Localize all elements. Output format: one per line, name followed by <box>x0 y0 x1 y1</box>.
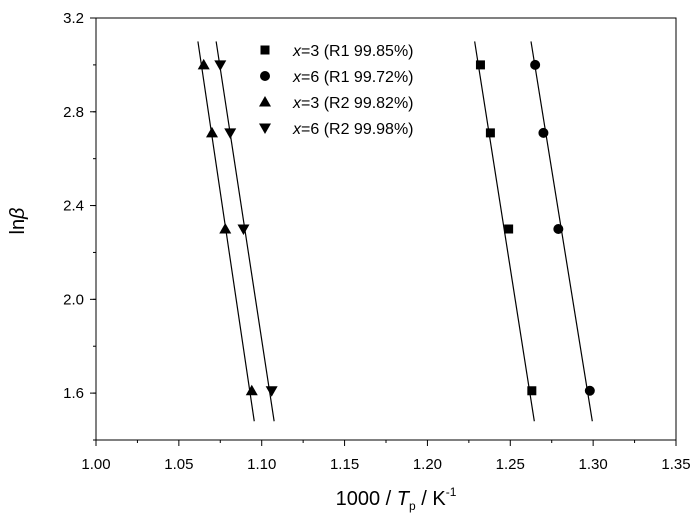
x-tick-label: 1.00 <box>81 456 110 473</box>
data-point <box>475 60 485 70</box>
data-point <box>245 384 258 396</box>
legend-label-var: x <box>292 43 302 60</box>
legend-label-var: x <box>292 69 302 86</box>
legend-label: x=3 (R2 99.82%) <box>292 95 414 112</box>
data-point <box>206 126 218 138</box>
legend-label-text: =3 (R1 99.85%) <box>301 43 414 60</box>
x-axis-title-sub: p <box>409 499 416 513</box>
y-axis-title: lnβ <box>7 207 29 234</box>
legend-marker <box>259 96 271 107</box>
y-tick-label: 3.2 <box>63 10 84 27</box>
x-tick-label: 1.30 <box>579 456 608 473</box>
data-points <box>197 58 595 397</box>
x-tick-label: 1.10 <box>247 456 276 473</box>
x-axis-title-var: T <box>397 488 411 510</box>
legend-label-text: =3 (R2 99.82%) <box>301 95 414 112</box>
data-point <box>265 386 278 397</box>
x-tick-label: 1.20 <box>413 456 442 473</box>
y-tick-label: 1.6 <box>63 385 84 402</box>
y-tick-label: 2.0 <box>63 291 84 308</box>
legend-label: x=3 (R1 99.85%) <box>292 43 414 60</box>
x-axis-title: 1000 / Tp / K-1 <box>336 485 457 513</box>
legend-marker <box>259 123 271 134</box>
data-point <box>224 128 237 139</box>
legend-label: x=6 (R2 99.98%) <box>292 121 414 138</box>
x-axis-title-unit: / K <box>416 488 447 510</box>
data-point <box>197 58 210 70</box>
legend-label-var: x <box>292 121 302 138</box>
data-point <box>527 386 537 396</box>
data-point <box>504 224 514 234</box>
x-tick-label: 1.25 <box>496 456 525 473</box>
legend-marker <box>260 71 270 81</box>
x-axis-title-main: 1000 / <box>336 488 397 510</box>
legend-label: x=6 (R1 99.72%) <box>292 69 414 86</box>
data-point <box>584 385 595 396</box>
legend-label-text: =6 (R2 99.98%) <box>301 121 414 138</box>
data-point <box>237 224 250 235</box>
x-tick-label: 1.15 <box>330 456 359 473</box>
data-point <box>485 128 495 138</box>
y-tick-label: 2.4 <box>63 198 84 215</box>
legend: x=3 (R1 99.85%)x=6 (R1 99.72%)x=3 (R2 99… <box>259 43 414 138</box>
y-axis-title-main: ln <box>7 219 29 235</box>
x-axis-title-sup: -1 <box>446 485 457 499</box>
y-axis: 1.6 2.0 2.4 2.8 3.2 <box>63 10 96 441</box>
data-point <box>219 223 232 234</box>
x-axis: 1.00 1.05 1.10 1.15 1.20 1.25 1.30 1.35 <box>81 440 691 473</box>
legend-label-var: x <box>292 95 302 112</box>
x-tick-label: 1.35 <box>661 456 690 473</box>
data-point <box>553 224 564 234</box>
data-point <box>530 59 541 70</box>
y-tick-label: 2.8 <box>63 104 84 121</box>
data-point <box>214 60 227 71</box>
x-tick-label: 1.05 <box>164 456 193 473</box>
y-axis-title-var: β <box>7 207 29 219</box>
data-point <box>538 127 549 138</box>
legend-label-text: =6 (R1 99.72%) <box>301 69 414 86</box>
legend-marker <box>260 45 270 55</box>
